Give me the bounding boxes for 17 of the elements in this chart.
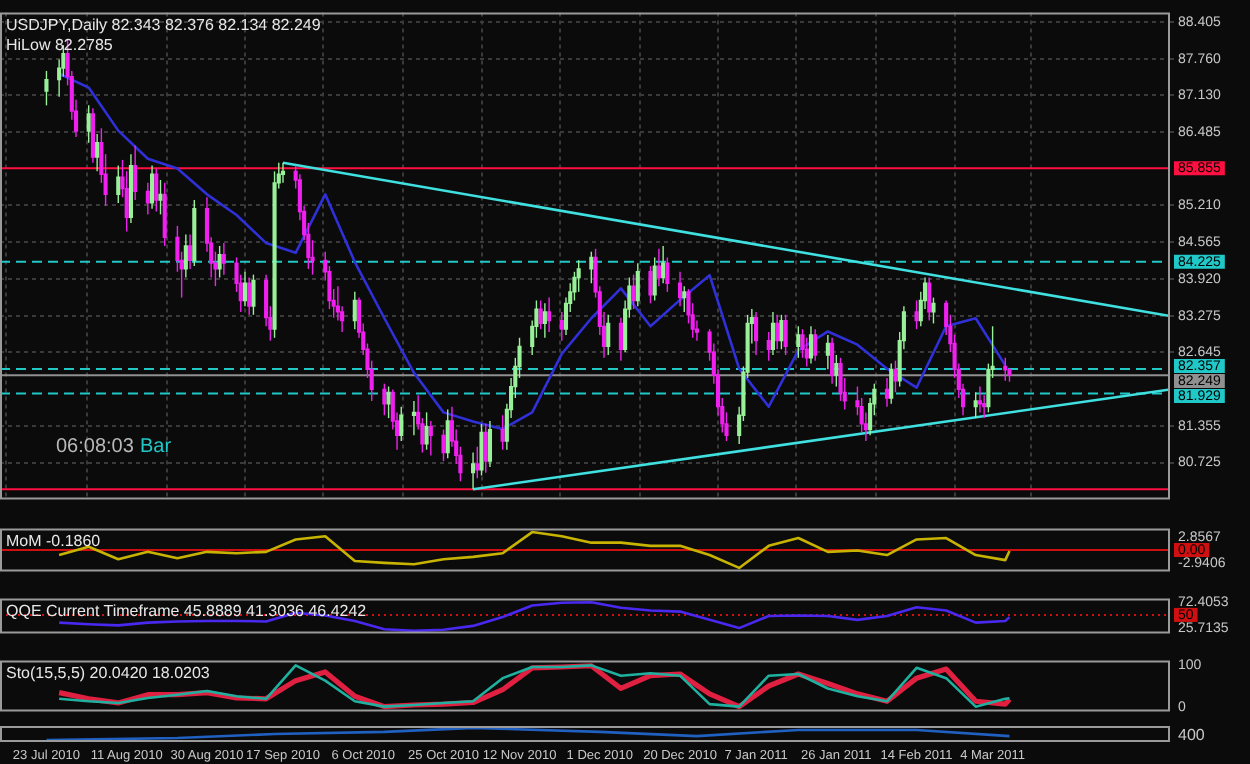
annotation: Bar	[140, 435, 173, 458]
candlestick	[800, 328, 805, 359]
candlestick	[44, 70, 49, 107]
text: 400	[1178, 726, 1206, 745]
candlestick	[272, 170, 277, 339]
candlestick	[648, 265, 653, 305]
chart-title: MoM -0.1860	[6, 532, 102, 551]
candlestick	[931, 296, 936, 325]
candlestick	[479, 423, 484, 477]
candlestick	[893, 360, 898, 393]
chart-title: USDJPY,Daily 82.343 82.376 82.134 82.249	[6, 16, 322, 35]
candlestick	[838, 357, 843, 402]
chart-title: QQE Current Timeframe 45.8889 41.3036 46.4242	[6, 602, 368, 621]
annotation: 06:08:03	[56, 435, 135, 458]
candlestick	[158, 179, 163, 216]
candlestick	[441, 428, 446, 462]
chart-title: Sto(15,5,5) 20.0420 18.0203	[6, 664, 211, 683]
